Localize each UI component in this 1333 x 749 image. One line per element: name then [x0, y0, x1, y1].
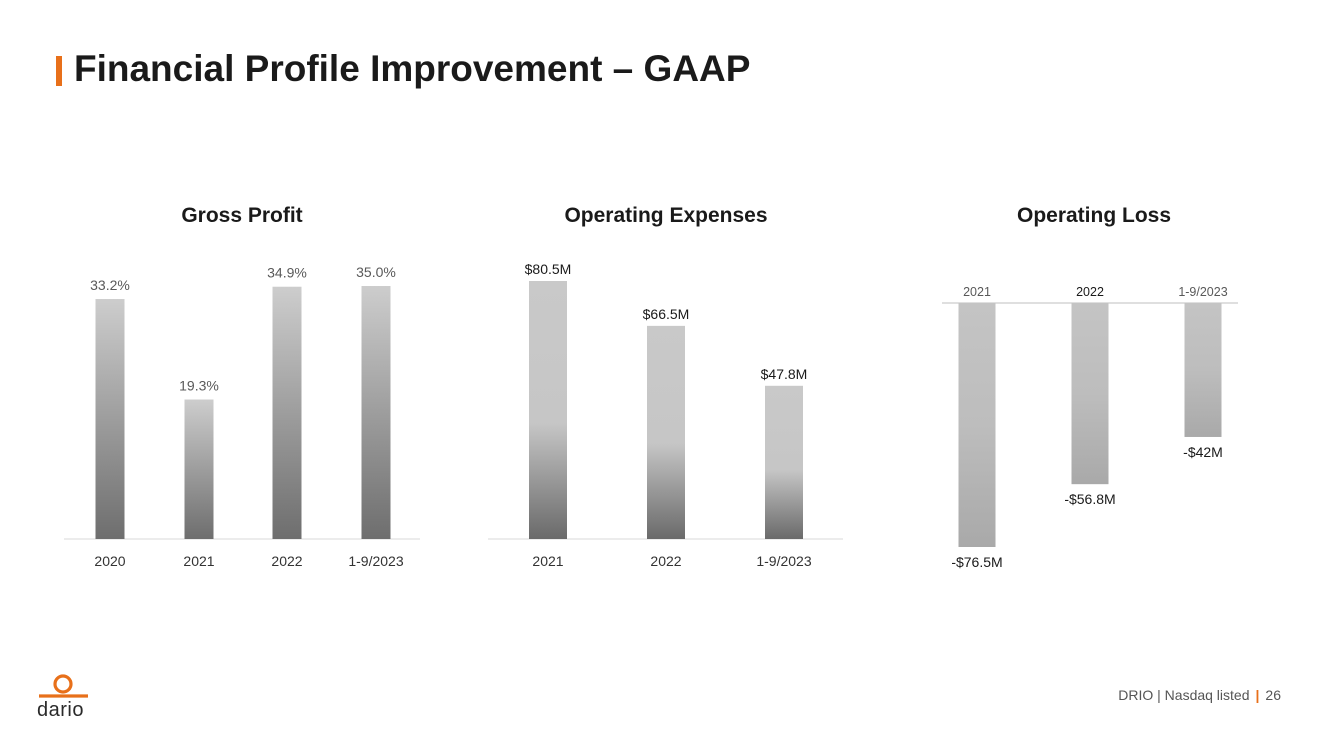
gross-profit-data-label: 35.0% [356, 264, 396, 280]
operating-loss-tick-label: 2021 [963, 285, 991, 299]
operating-loss-tick-label: 2022 [1076, 285, 1104, 299]
operating-expenses-data-label: $66.5M [643, 306, 690, 322]
operating-expenses-bar [529, 281, 567, 539]
gross-profit-bar [272, 286, 302, 539]
operating-loss-data-label: -$42M [1183, 444, 1223, 460]
operating-loss-bar [1184, 303, 1222, 437]
operating-loss-bar [1071, 303, 1109, 485]
gross-profit-bar [95, 299, 125, 539]
operating-expenses-tick-label: 2021 [532, 553, 563, 569]
operating-expenses-tick-label: 2022 [650, 553, 681, 569]
dario-logo-icon [39, 674, 88, 698]
operating-loss-chart: Operating Loss -$76.5M 2021 -$56.8M 2022 -$4… [942, 204, 1238, 570]
operating-expenses-bar [765, 385, 803, 539]
operating-expenses-tick-label: 1-9/2023 [756, 553, 811, 569]
operating-expenses-data-label: $47.8M [761, 366, 808, 382]
title-accent-bar [56, 56, 62, 86]
gross-profit-tick-label: 2022 [271, 553, 302, 569]
operating-loss-bar [958, 303, 996, 547]
operating-loss-tick-label: 1-9/2023 [1178, 285, 1227, 299]
gross-profit-data-label: 33.2% [90, 277, 130, 293]
operating-loss-data-label: -$76.5M [951, 554, 1002, 570]
gross-profit-tick-label: 1-9/2023 [348, 553, 403, 569]
gross-profit-title: Gross Profit [181, 204, 302, 227]
operating-expenses-chart: Operating Expenses $80.5M 2021 $66.5M 2022 $… [488, 204, 843, 569]
footer: DRIO | Nasdaq listed | 26 [1118, 687, 1281, 703]
page-title: Financial Profile Improvement – GAAP [74, 48, 751, 89]
gross-profit-bar [184, 399, 214, 539]
operating-loss-title: Operating Loss [1017, 204, 1171, 227]
footer-separator: | [1255, 687, 1260, 703]
operating-loss-data-label: -$56.8M [1064, 491, 1115, 507]
operating-expenses-bar [647, 325, 685, 539]
logo-wordmark: dario [37, 699, 84, 721]
page-number: 26 [1265, 687, 1281, 703]
gross-profit-bar [361, 286, 391, 539]
gross-profit-data-label: 34.9% [267, 265, 307, 281]
gross-profit-data-label: 19.3% [179, 377, 219, 393]
footer-company: DRIO | Nasdaq listed [1118, 687, 1250, 703]
gross-profit-tick-label: 2020 [94, 553, 125, 569]
operating-expenses-title: Operating Expenses [564, 204, 767, 227]
operating-expenses-data-label: $80.5M [525, 261, 572, 277]
gross-profit-chart: Gross Profit 33.2% 2020 19.3% 2021 34.9% 2022… [64, 204, 420, 569]
gross-profit-tick-label: 2021 [183, 553, 214, 569]
